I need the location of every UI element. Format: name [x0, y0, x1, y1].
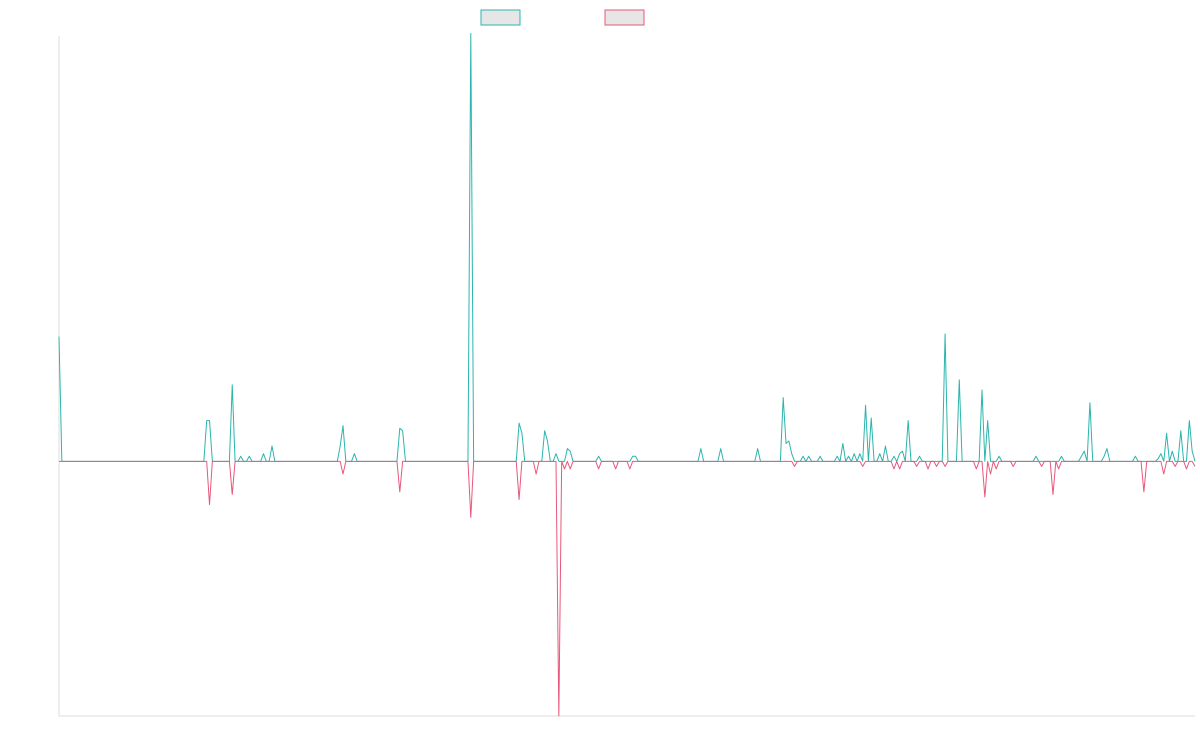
- legend-item-2[interactable]: [604, 9, 645, 26]
- series-layer: [58, 32, 1196, 717]
- legend-swatch-1[interactable]: [480, 9, 521, 26]
- axes: [58, 36, 1195, 717]
- series-line-1: [58, 32, 1196, 462]
- legend-item-1[interactable]: [480, 9, 521, 26]
- series-line-2: [59, 460, 1196, 717]
- legend[interactable]: [480, 9, 645, 26]
- legend-swatch-2[interactable]: [604, 9, 645, 26]
